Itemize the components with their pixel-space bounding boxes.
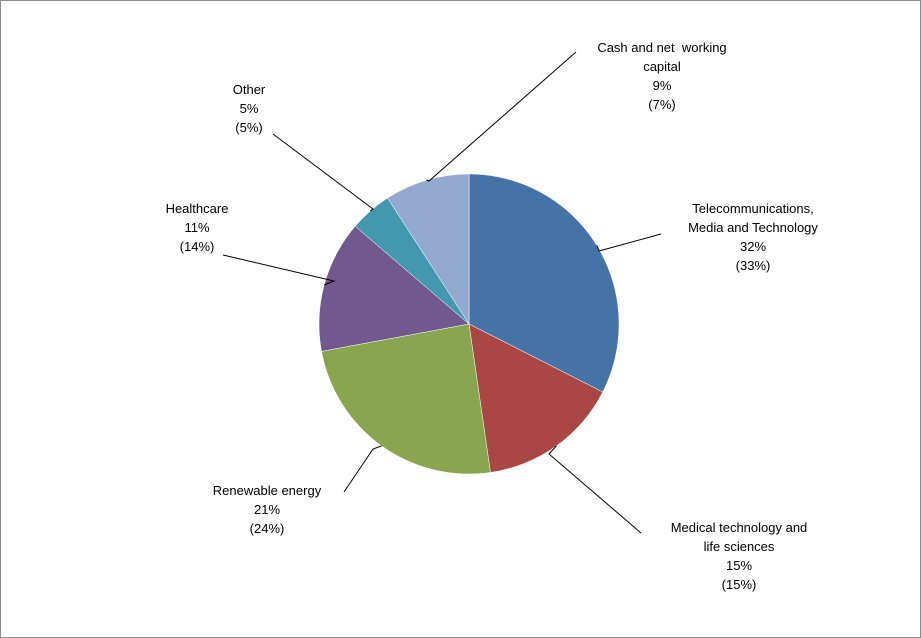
pie-slices xyxy=(318,173,620,475)
slice-label-medical-technology-and-life-sciences: Medical technology and life sciences 15% (1… xyxy=(671,520,808,592)
slice-label-cash-and-net-working-capital: Cash and net working capital 9% (7%) xyxy=(597,40,726,112)
leader-line-telecommunications-media-and-technology xyxy=(596,233,662,252)
leader-line-renewable-energy xyxy=(343,445,382,493)
pie-slice-renewable-energy xyxy=(321,323,491,475)
pie-slice-healthcare xyxy=(318,225,470,352)
slice-label-other: Other 5% (5%) xyxy=(233,82,266,135)
slice-label-telecommunications-media-and-technology: Telecommunications, Media and Technology 3… xyxy=(688,201,818,273)
leader-lines xyxy=(222,51,662,534)
leader-line-other xyxy=(272,133,374,212)
leader-line-medical-technology-and-life-sciences xyxy=(548,445,642,534)
pie-slice-telecommunications-media-and-technology xyxy=(468,173,620,393)
slice-label-renewable-energy: Renewable energy 21% (24%) xyxy=(213,483,322,536)
slice-label-healthcare: Healthcare 11% (14%) xyxy=(166,201,229,254)
leader-line-healthcare xyxy=(222,254,336,286)
leader-line-cash-and-net-working-capital xyxy=(426,51,577,182)
slice-labels: Telecommunications, Media and Technology 3… xyxy=(166,40,819,592)
pie-slice-medical-technology-and-life-sciences xyxy=(468,323,604,473)
